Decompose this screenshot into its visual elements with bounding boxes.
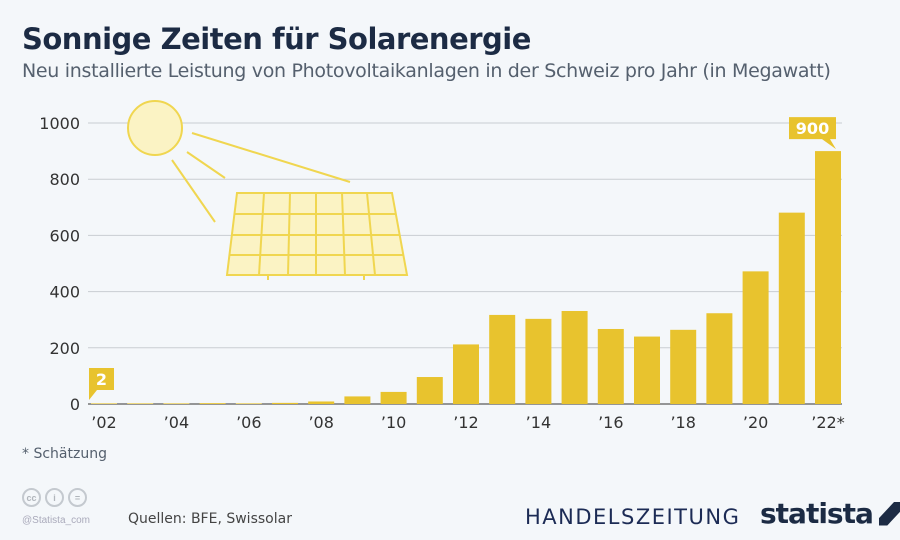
statista-logo: statista [760, 497, 900, 530]
bar-2022* [815, 151, 841, 404]
footnote: * Schätzung [22, 446, 107, 462]
x-tick-label: ’18 [670, 413, 695, 432]
x-tick-label: ’20 [743, 413, 768, 432]
y-tick-label: 1000 [39, 114, 80, 133]
bar-2006 [235, 403, 262, 404]
data-label-box [789, 117, 836, 150]
statista-icon [878, 501, 900, 526]
data-label-box [89, 368, 114, 400]
chart-title: Sonnige Zeiten für Solarenergie [22, 22, 531, 56]
bar-2021 [778, 212, 805, 404]
bar-2019 [706, 313, 733, 404]
bar-2016 [597, 328, 624, 404]
bar-2020 [742, 271, 769, 404]
nd-icon: = [68, 488, 87, 507]
bar-2008 [308, 401, 335, 404]
bar-2002 [91, 403, 117, 404]
x-tick-label: ’04 [164, 413, 189, 432]
solar-illustration [127, 100, 409, 280]
handelszeitung-logo: HANDELSZEITUNG [525, 505, 741, 529]
bar-2007 [272, 402, 298, 404]
y-tick-label: 400 [49, 283, 80, 302]
bar-2018 [670, 329, 697, 404]
x-tick-label: ’14 [526, 413, 551, 432]
y-tick-label: 600 [49, 226, 80, 245]
bar-2003 [127, 403, 154, 404]
bar-2009 [344, 396, 371, 404]
cc-icon: cc [22, 488, 41, 507]
data-label: 900 [796, 119, 829, 138]
x-tick-label: ’10 [381, 413, 406, 432]
chart-subtitle: Neu installierte Leistung von Photovolta… [22, 60, 831, 82]
bar-2011 [416, 377, 443, 404]
attribution-icon: i [45, 488, 64, 507]
x-tick-label: ’06 [236, 413, 261, 432]
license-icons: cc i = [22, 488, 87, 507]
bar-2015 [561, 310, 588, 404]
data-label: 2 [96, 370, 107, 389]
x-tick-label: ’22* [811, 413, 844, 432]
bar-2017 [634, 336, 660, 404]
y-tick-label: 800 [49, 170, 80, 189]
bar-2010 [380, 391, 407, 404]
bar-2013 [489, 314, 516, 404]
x-tick-label: ’12 [453, 413, 478, 432]
bar-2005 [199, 403, 226, 404]
bar-2014 [525, 318, 552, 404]
y-tick-label: 0 [70, 395, 80, 414]
x-tick-label: ’16 [598, 413, 623, 432]
bar-2004 [163, 403, 190, 404]
statista-wordmark: statista [760, 497, 874, 530]
bar-2012 [453, 344, 479, 404]
source: Quellen: BFE, Swissolar [128, 511, 292, 527]
x-tick-label: ’08 [308, 413, 333, 432]
y-tick-label: 200 [49, 339, 80, 358]
x-tick-label: ’02 [91, 413, 116, 432]
statista-handle: @Statista_com [22, 515, 90, 526]
